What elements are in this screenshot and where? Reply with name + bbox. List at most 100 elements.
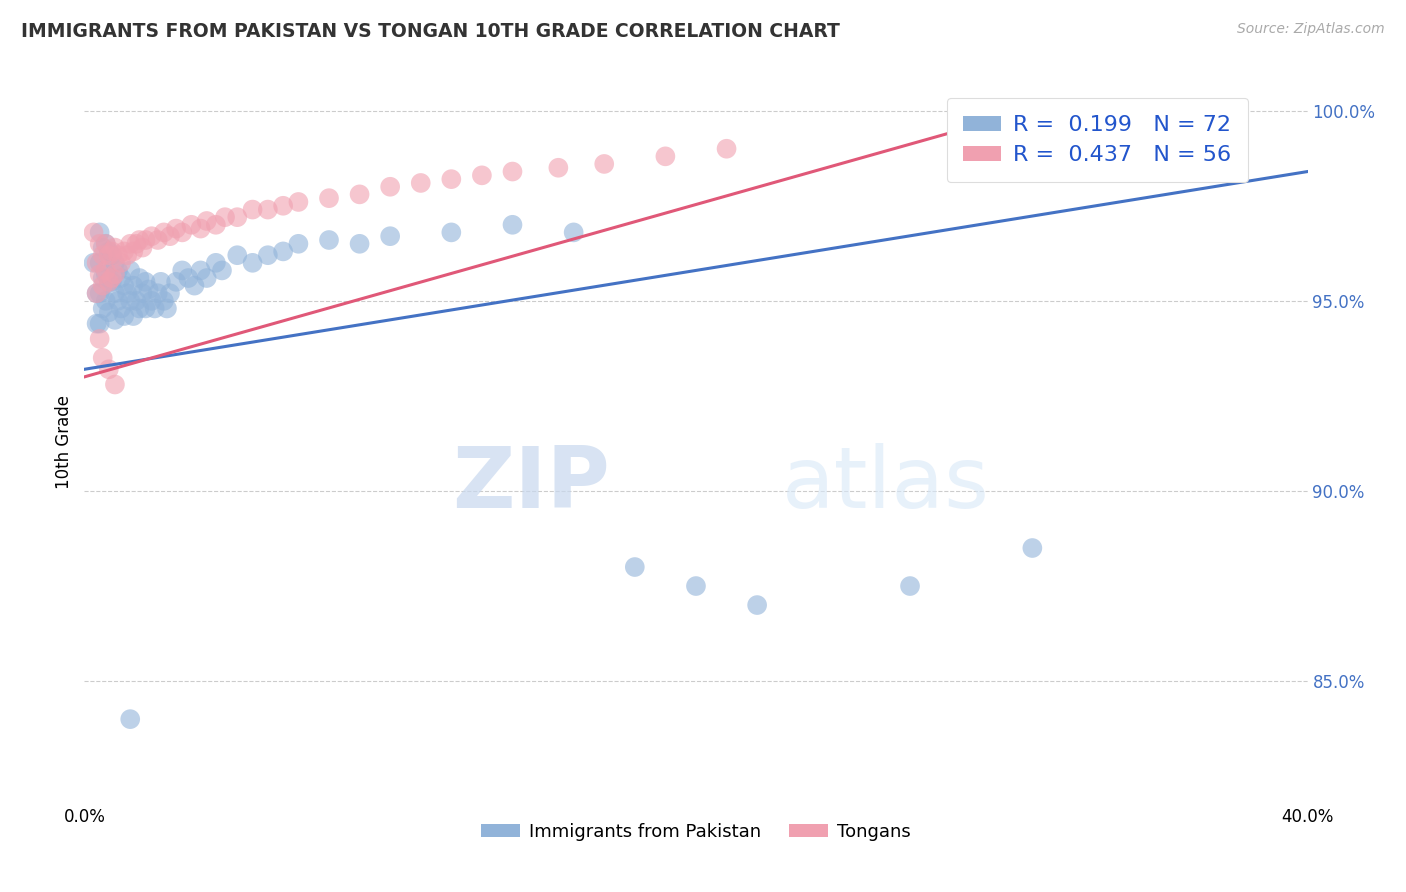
Point xyxy=(86,286,108,301)
Point xyxy=(125,236,148,251)
Point xyxy=(91,241,114,255)
Point xyxy=(110,256,132,270)
Point xyxy=(318,233,340,247)
Point xyxy=(97,248,120,262)
Point xyxy=(83,226,105,240)
Point xyxy=(94,236,117,251)
Point xyxy=(190,263,212,277)
Text: ZIP: ZIP xyxy=(453,443,610,526)
Point xyxy=(97,244,120,259)
Point xyxy=(159,229,181,244)
Point xyxy=(128,301,150,316)
Point xyxy=(112,278,135,293)
Point xyxy=(149,275,172,289)
Point xyxy=(104,313,127,327)
Point xyxy=(104,286,127,301)
Point xyxy=(440,226,463,240)
Point xyxy=(380,179,402,194)
Point xyxy=(183,278,205,293)
Text: Source: ZipAtlas.com: Source: ZipAtlas.com xyxy=(1237,22,1385,37)
Y-axis label: 10th Grade: 10th Grade xyxy=(55,394,73,489)
Point xyxy=(898,579,921,593)
Point xyxy=(86,317,108,331)
Point xyxy=(211,263,233,277)
Point xyxy=(101,244,124,259)
Point xyxy=(156,301,179,316)
Point xyxy=(190,221,212,235)
Point xyxy=(128,233,150,247)
Point xyxy=(131,241,153,255)
Point xyxy=(89,256,111,270)
Point xyxy=(747,598,769,612)
Point xyxy=(89,267,111,281)
Point xyxy=(104,377,127,392)
Point xyxy=(141,229,163,244)
Point xyxy=(146,286,169,301)
Point xyxy=(180,218,202,232)
Point xyxy=(624,560,647,574)
Point xyxy=(1021,541,1043,555)
Point xyxy=(94,263,117,277)
Point xyxy=(122,309,145,323)
Point xyxy=(122,244,145,259)
Legend: Immigrants from Pakistan, Tongans: Immigrants from Pakistan, Tongans xyxy=(474,815,918,848)
Point xyxy=(89,332,111,346)
Point xyxy=(153,293,176,308)
Point xyxy=(120,293,142,308)
Point xyxy=(120,712,142,726)
Point xyxy=(122,278,145,293)
Point xyxy=(195,271,218,285)
Point xyxy=(409,176,432,190)
Point xyxy=(349,187,371,202)
Point xyxy=(101,248,124,262)
Point xyxy=(104,256,127,270)
Point xyxy=(86,256,108,270)
Point xyxy=(101,271,124,285)
Point xyxy=(226,248,249,262)
Point xyxy=(471,169,494,183)
Point xyxy=(271,199,294,213)
Point xyxy=(107,263,129,277)
Point xyxy=(135,275,157,289)
Point xyxy=(91,271,114,285)
Point xyxy=(94,293,117,308)
Point xyxy=(593,157,616,171)
Point xyxy=(97,362,120,376)
Text: IMMIGRANTS FROM PAKISTAN VS TONGAN 10TH GRADE CORRELATION CHART: IMMIGRANTS FROM PAKISTAN VS TONGAN 10TH … xyxy=(21,22,839,41)
Point xyxy=(318,191,340,205)
Point xyxy=(91,248,114,262)
Point xyxy=(165,221,187,235)
Point xyxy=(125,293,148,308)
Point xyxy=(205,256,228,270)
Point xyxy=(138,282,160,296)
Point xyxy=(83,256,105,270)
Point xyxy=(242,202,264,217)
Point xyxy=(143,301,166,316)
Point xyxy=(97,305,120,319)
Point xyxy=(349,236,371,251)
Point xyxy=(97,275,120,289)
Point xyxy=(112,244,135,259)
Point xyxy=(562,226,585,240)
Point xyxy=(94,236,117,251)
Point xyxy=(135,301,157,316)
Point xyxy=(89,236,111,251)
Point xyxy=(131,286,153,301)
Point xyxy=(104,267,127,281)
Point xyxy=(91,278,114,293)
Point xyxy=(110,301,132,316)
Point xyxy=(97,275,120,289)
Point xyxy=(107,293,129,308)
Point xyxy=(141,293,163,308)
Text: atlas: atlas xyxy=(782,443,990,526)
Point xyxy=(502,164,524,178)
Point xyxy=(271,244,294,259)
Point xyxy=(257,202,280,217)
Point xyxy=(1128,122,1150,136)
Point xyxy=(159,286,181,301)
Point xyxy=(91,301,114,316)
Point xyxy=(115,286,138,301)
Point xyxy=(195,214,218,228)
Point xyxy=(128,271,150,285)
Point xyxy=(107,248,129,262)
